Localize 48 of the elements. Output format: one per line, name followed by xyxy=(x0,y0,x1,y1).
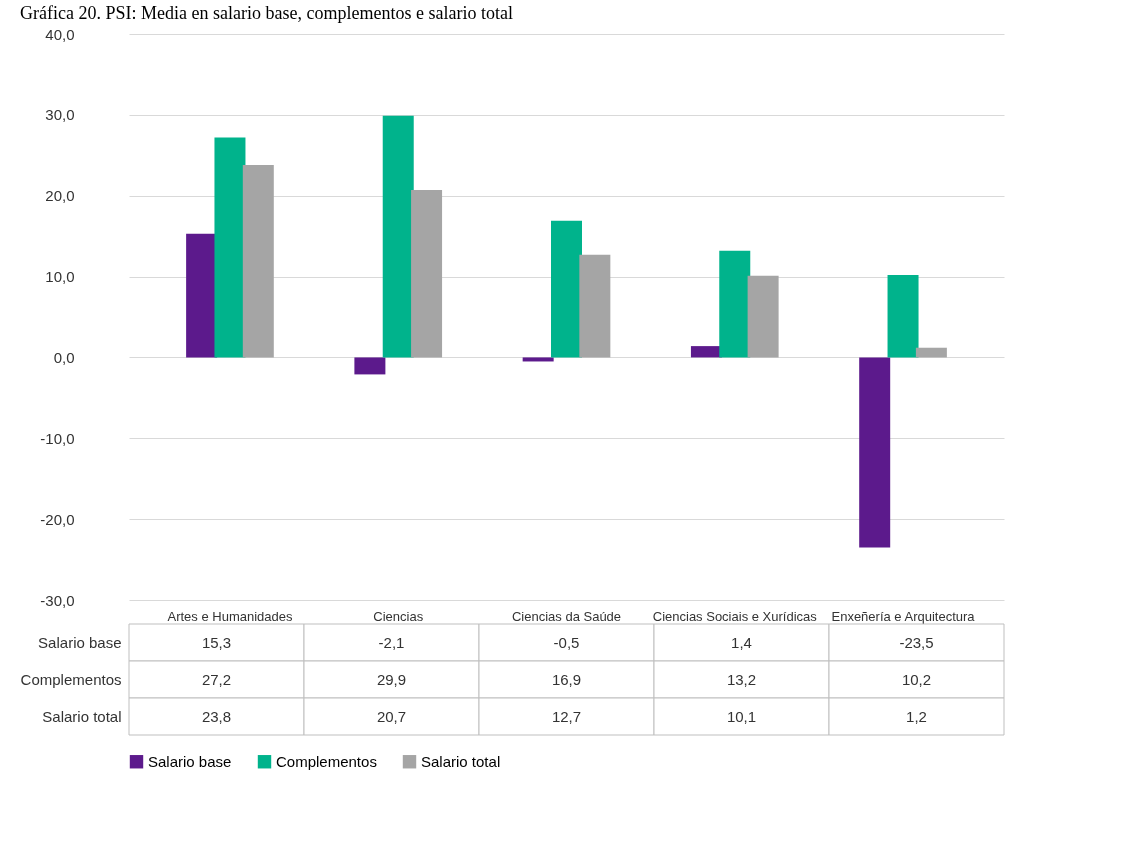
y-tick-label: 10,0 xyxy=(45,268,75,286)
legend-label: Complementos xyxy=(276,752,377,770)
data-label: -2,1 xyxy=(378,633,405,651)
x-tick-label: Ciencias Sociais e Xurídicas xyxy=(652,608,818,624)
y-tick-label: -10,0 xyxy=(40,429,75,447)
y-tick-label: 0,0 xyxy=(53,348,75,366)
bar xyxy=(411,190,443,358)
bar xyxy=(719,250,751,358)
y-tick-label: -20,0 xyxy=(40,510,75,528)
bar xyxy=(747,275,779,358)
data-label: 27,2 xyxy=(201,670,232,688)
y-tick-label: 40,0 xyxy=(45,25,75,43)
bar xyxy=(915,347,947,358)
data-label: -23,5 xyxy=(899,633,934,651)
bar xyxy=(214,137,246,358)
text: Complementos xyxy=(20,670,122,688)
x-tick-label: Ciencias da Saúde xyxy=(511,608,622,624)
y-tick-label: -30,0 xyxy=(40,591,75,609)
data-label: 1,2 xyxy=(906,707,927,725)
bar xyxy=(579,254,611,358)
x-tick-label: Enxeñería e Arquitectura xyxy=(831,608,976,624)
bar xyxy=(551,220,582,358)
data-label: 15,3 xyxy=(201,633,232,651)
legend-label: Salario base xyxy=(148,752,232,770)
chart-title: Gráfica 20. PSI: Media en salario base, complementos e salario total xyxy=(20,3,513,23)
bar xyxy=(859,357,891,548)
data-label: 20,7 xyxy=(376,707,407,725)
x-tick-label: Artes e Humanidades xyxy=(167,608,293,624)
y-tick-label: 30,0 xyxy=(45,106,75,124)
data-label: 1,4 xyxy=(731,633,752,651)
y-tick-label: 20,0 xyxy=(45,187,75,205)
bar xyxy=(382,115,414,358)
data-label: 10,2 xyxy=(901,670,932,688)
bar xyxy=(242,164,274,358)
x-tick-label: Ciencias xyxy=(373,608,424,624)
bar xyxy=(354,357,386,375)
legend-label: Salario total xyxy=(421,752,501,770)
data-label: 29,9 xyxy=(376,670,407,688)
data-label: 13,2 xyxy=(726,670,757,688)
bar xyxy=(887,274,919,358)
data-label: 16,9 xyxy=(551,670,582,688)
bar xyxy=(522,357,554,362)
data-label: 23,8 xyxy=(201,707,232,725)
text: Salario base xyxy=(38,633,122,651)
data-label: -0,5 xyxy=(553,633,580,651)
text: Salario total xyxy=(42,707,122,725)
data-label: 12,7 xyxy=(551,707,582,725)
data-label: 10,1 xyxy=(726,707,757,725)
